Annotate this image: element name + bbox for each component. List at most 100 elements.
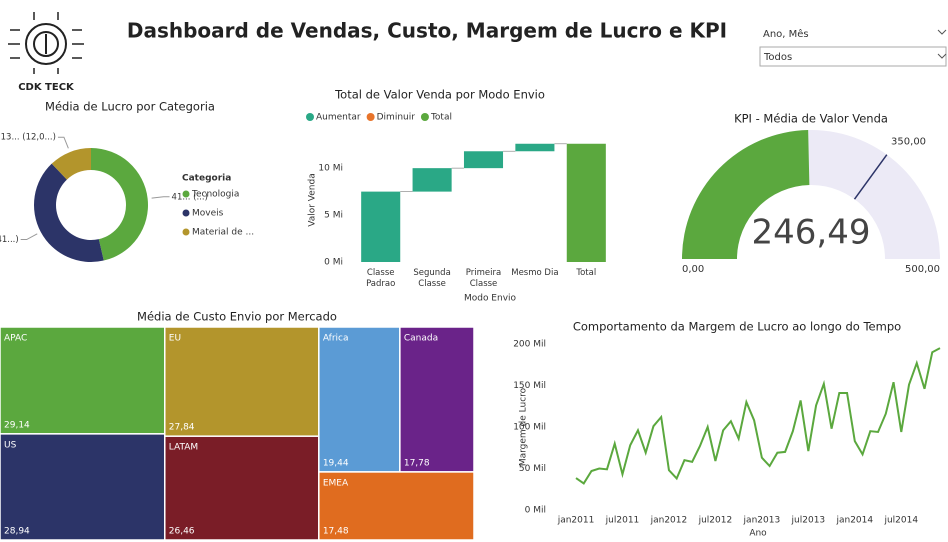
cell-name: LATAM	[169, 443, 198, 453]
legend-title: Categoria	[182, 174, 231, 184]
chart-title: Média de Lucro por Categoria	[45, 100, 215, 114]
data-label: 108,13... (12,0...)	[0, 133, 56, 143]
slicer-box[interactable]	[759, 46, 947, 67]
x-tick-wrap: Classe Padrao	[366, 268, 396, 289]
leader-line	[151, 196, 170, 199]
y-tick-label: 0 Mi	[324, 258, 343, 268]
x-tick-label: jan2013	[743, 516, 781, 526]
logo-circuit	[8, 12, 84, 74]
logo-text: CDK TECK	[18, 82, 75, 93]
cell-value: 17,78	[404, 458, 430, 468]
legend-swatch	[182, 209, 190, 217]
chart-title: Média de Custo Envio por Mercado	[137, 310, 337, 324]
slicer-label: Ano, Mês	[763, 28, 809, 40]
treemap-cell	[164, 326, 320, 437]
slicer-value: Todos	[763, 52, 792, 63]
legend-swatch	[182, 228, 190, 236]
x-tick-wrap: Total	[576, 268, 597, 278]
cell-value: 17,48	[323, 527, 349, 537]
leader-line	[20, 233, 38, 241]
cell-value: 29,14	[4, 420, 30, 430]
x-tick-label: jul2014	[883, 516, 918, 526]
x-axis-label: Modo Envio	[464, 294, 517, 304]
y-tick-label: 5 Mi	[324, 211, 343, 221]
cell-name: EU	[169, 334, 181, 344]
legend-swatch	[182, 190, 190, 198]
y-tick-label: 200 Mil	[513, 340, 546, 350]
cell-value: 27,84	[169, 423, 195, 433]
cell-name: Canada	[404, 334, 438, 344]
x-tick-wrap: Mesmo Dia	[511, 268, 559, 278]
dashboard-title: Dashboard de Vendas, Custo, Margem de Lu…	[127, 19, 727, 43]
logo-ring-inner	[33, 31, 59, 57]
gauge-target	[853, 154, 888, 200]
chart-title: KPI - Média de Valor Venda	[734, 112, 888, 126]
legend-label: Aumentar	[316, 113, 361, 123]
legend-label: Total	[430, 113, 452, 123]
donut-slice	[33, 163, 104, 262]
gauge-value	[682, 130, 810, 259]
waterfall-bar	[463, 151, 504, 169]
x-axis-label: Ano	[749, 529, 767, 539]
cell-name: US	[4, 440, 17, 450]
x-tick-label: Segunda Classe	[413, 268, 451, 289]
cell-value: 26,46	[169, 527, 195, 537]
treemap-cell	[399, 326, 475, 473]
treemap-cell	[0, 433, 166, 541]
data-label: 371,... (41...)	[0, 235, 19, 245]
donut-slice	[91, 148, 149, 261]
y-axis-label: Margem de Lucro	[519, 387, 529, 466]
y-tick-label: 0 Mil	[525, 506, 546, 516]
target-label: 350,00	[891, 136, 926, 147]
cell-name: APAC	[4, 334, 27, 344]
data-label: 41... (...)	[172, 192, 208, 202]
y-tick-label: 100 Mil	[513, 423, 546, 433]
x-tick-label: jan2014	[835, 516, 873, 526]
donut-slice	[51, 148, 91, 180]
slicer[interactable]: Ano, Mês Todos	[759, 28, 947, 67]
legend-label: Moveis	[192, 209, 224, 219]
x-tick-label: jul2013	[791, 516, 826, 526]
x-tick-wrap: Segunda Classe	[413, 268, 451, 289]
cell-name: EMEA	[323, 478, 349, 488]
x-tick-label: jan2012	[650, 516, 688, 526]
x-tick-label: Primeira Classe	[465, 268, 502, 289]
chart-title: Total de Valor Venda por Modo Envio	[334, 88, 545, 102]
legend-label: Material de ...	[192, 228, 254, 238]
legend-label: Tecnologia	[191, 190, 239, 200]
waterfall-bar	[515, 143, 555, 152]
y-tick-label: 150 Mil	[513, 381, 546, 391]
waterfall-bar	[566, 143, 606, 262]
waterfall-bar	[361, 191, 401, 262]
logo-ring	[25, 23, 67, 65]
x-tick-label: jul2012	[698, 516, 733, 526]
treemap-cell	[318, 471, 475, 541]
y-axis-label: Valor Venda	[308, 173, 318, 226]
gauge-value-label: 246,49	[752, 213, 871, 253]
x-tick-wrap: Primeira Classe	[465, 268, 502, 289]
y-tick-label: 50 Mil	[519, 464, 546, 474]
leader-line	[57, 136, 69, 149]
x-tick-label: Classe Padrao	[366, 268, 396, 289]
y-tick-label: 10 Mi	[318, 164, 343, 174]
slicer-chevron	[937, 29, 947, 35]
treemap-cell	[164, 435, 320, 541]
x-tick-label: Mesmo Dia	[511, 268, 559, 278]
line-series	[575, 347, 941, 485]
gauge-tick-label: 500,00	[905, 264, 940, 275]
logo: CDK TECK	[8, 12, 84, 93]
legend-swatch	[420, 113, 429, 121]
treemap-cell	[318, 326, 401, 473]
waterfall-bar	[412, 168, 452, 192]
legend-swatch	[306, 113, 314, 121]
x-tick-label: Total	[576, 268, 597, 278]
cell-name: Africa	[323, 334, 349, 344]
slicer-chevron	[937, 53, 947, 59]
cell-value: 28,94	[4, 527, 30, 537]
legend-label: Diminuir	[377, 113, 416, 123]
chart-title: Comportamento da Margem de Lucro ao long…	[573, 320, 901, 334]
gauge-tick-label: 0,00	[682, 264, 704, 275]
legend-swatch	[366, 113, 375, 121]
cell-value: 19,44	[323, 458, 349, 468]
